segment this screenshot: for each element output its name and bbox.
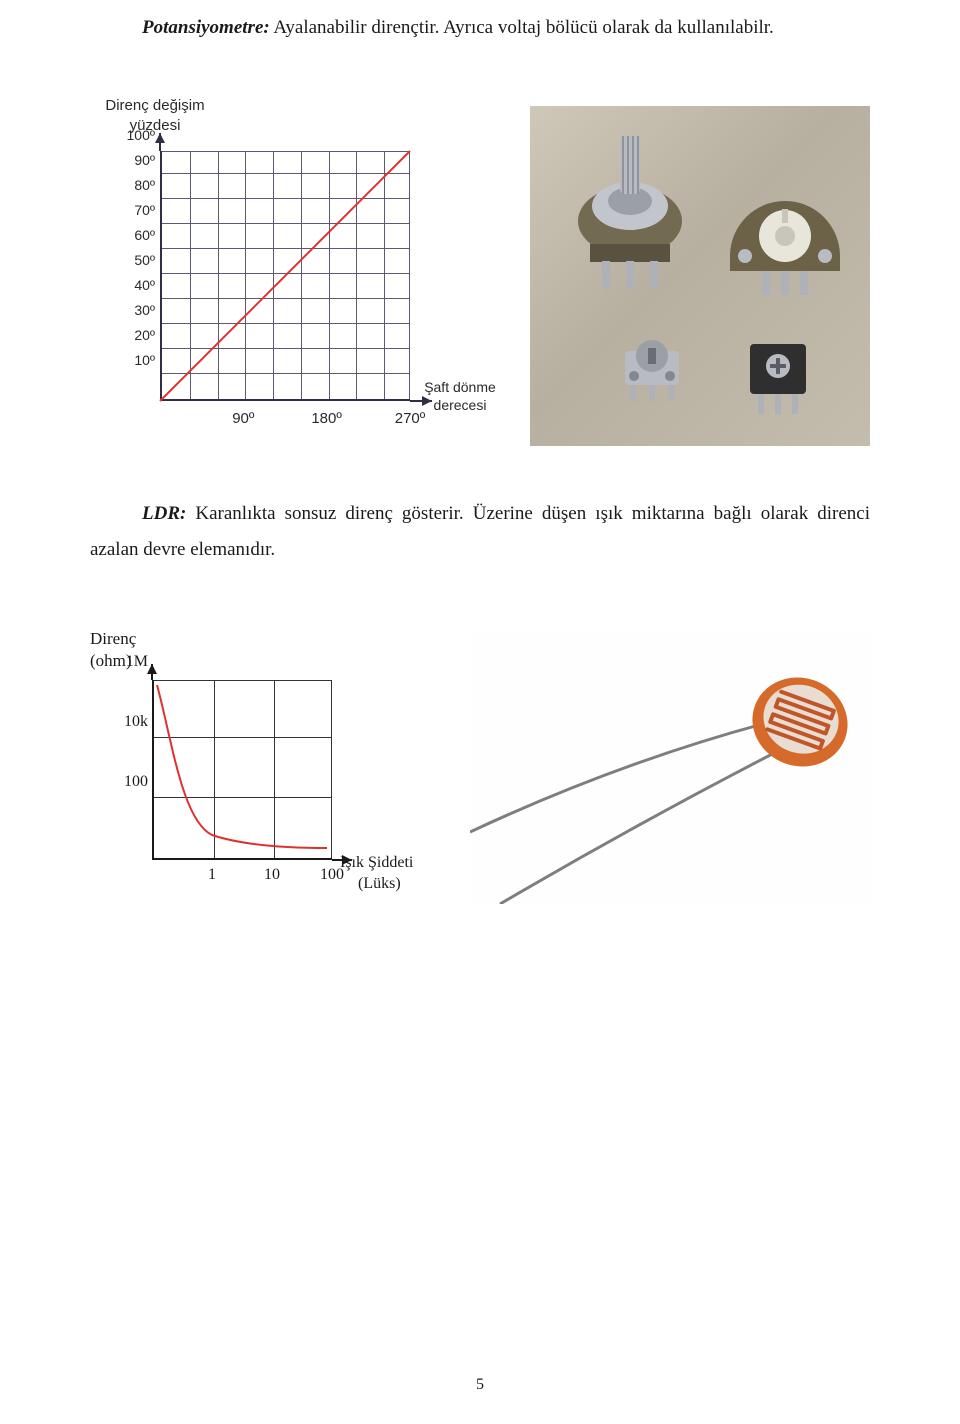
potentiometer-paragraph: Potansiyometre: Ayalanabilir dirençtir. …: [90, 10, 870, 46]
potentiometer-chart: Direnç değişim yüzdesi: [90, 96, 490, 456]
chart1-data-line: [160, 151, 410, 401]
potentiometer-text: Ayalanabilir dirençtir. Ayrıca voltaj bö…: [270, 17, 774, 38]
chart2-xlabel: Işık Şiddeti (Lüks): [340, 853, 460, 895]
potentiometer-photo: [530, 106, 870, 446]
ldr-photo: [470, 632, 870, 904]
chart1-ylabel: Direnç değişim yüzdesi: [100, 96, 210, 137]
ldr-paragraph: LDR: Karanlıkta sonsuz direnç gösterir. …: [90, 496, 870, 568]
chart2-yticks: 100 10k 1M: [108, 680, 148, 860]
figure-row-potentiometer: Direnç değişim yüzdesi: [90, 96, 870, 456]
ldr-chart: Direnç (ohm) 100 10k: [90, 628, 430, 908]
page-number: 5: [0, 1376, 960, 1394]
ldr-term: LDR:: [142, 503, 186, 524]
chart2-data-curve: [152, 680, 332, 860]
figure-row-ldr: Direnç (ohm) 100 10k: [90, 628, 870, 908]
potentiometer-term: Potansiyometre:: [142, 17, 270, 38]
chart1-yticks: 10º 20º 30º 40º 50º 60º 70º 80º 90º 100º: [110, 151, 155, 401]
ldr-text: Karanlıkta sonsuz direnç gösterir. Üzeri…: [90, 503, 870, 560]
chart1-xlabel: Şaft dönme derecesi: [420, 378, 500, 414]
